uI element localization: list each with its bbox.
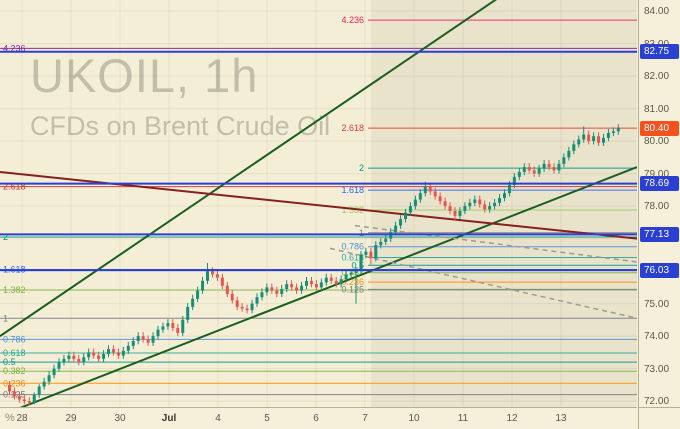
horizontal-price-lines[interactable]	[0, 50, 637, 272]
trend-line	[0, 0, 498, 337]
fib-level-label: 2	[359, 163, 364, 173]
time-tick-label: 30	[114, 413, 126, 424]
price-tick-label: 79.00	[644, 168, 670, 180]
price-tick-label: 78.00	[644, 201, 670, 213]
time-axis[interactable]: % 28 29 30 Jul 4 5 6 7 10 11 12 13	[0, 407, 637, 429]
time-tick-label: 6	[313, 413, 319, 424]
fib-level-label: 1.618	[341, 185, 364, 195]
price-axis[interactable]: 84.0083.0082.0081.0080.0079.0078.0077.00…	[638, 0, 680, 407]
fib-level-label: 0.236	[341, 277, 364, 287]
price-tick-label: 74.00	[644, 331, 670, 343]
fib-level-label: 0.618	[341, 252, 364, 262]
fib-level-label: 1.382	[3, 285, 26, 295]
time-tick-label: 7	[362, 413, 368, 424]
percent-scale-icon[interactable]: %	[5, 412, 15, 424]
price-line-axis-label: 76.03	[640, 262, 679, 278]
fib-level-label: 1	[3, 313, 8, 323]
fib-level-label: 1	[359, 228, 364, 238]
price-tick-label: 84.00	[644, 6, 670, 18]
price-tick-label: 72.00	[644, 396, 670, 408]
fib-level-label: 2	[3, 232, 8, 242]
time-tick-label: 28	[16, 413, 28, 424]
price-tick-label: 81.00	[644, 103, 670, 115]
candlestick-series[interactable]	[8, 124, 620, 406]
price-line-axis-label: 82.75	[640, 44, 679, 60]
trend-line	[19, 166, 637, 407]
time-tick-label: 10	[408, 413, 420, 424]
price-tick-label: 75.00	[644, 298, 670, 310]
fib-level-label: 4.236	[341, 15, 364, 25]
fib-level-label: 0.786	[3, 334, 26, 344]
chart-drawing-surface[interactable]: 4.2362.61821.6181.38210.7860.6180.50.382…	[0, 0, 637, 407]
last-price-axis-label: 80.40	[640, 120, 679, 136]
fib-level-label: 0.236	[3, 378, 26, 388]
trend-line	[354, 224, 637, 263]
time-tick-label: 5	[264, 413, 270, 424]
price-line-axis-label: 78.69	[640, 176, 679, 192]
price-tick-label: 80.00	[644, 136, 670, 148]
price-tick-label: 82.00	[644, 71, 670, 83]
time-tick-label: Jul	[161, 413, 177, 424]
trend-line	[329, 247, 637, 319]
fib-level-label: 0.5	[3, 357, 16, 367]
fib-retracement-fib-mid[interactable]: 4.236 2.618 2 1.618 1.382 1 0.7860.6180.50.382…	[341, 15, 637, 294]
time-tick-label: 13	[555, 413, 567, 424]
time-tick-label: 4	[215, 413, 221, 424]
fib-level-label: 2.618	[3, 182, 26, 192]
price-line-axis-label: 77.13	[640, 226, 679, 242]
axis-corner	[638, 407, 680, 429]
fib-level-label: 0.618	[3, 348, 26, 358]
fib-level-label: 1.382	[341, 205, 364, 215]
fib-level-label: 0.382	[341, 268, 364, 278]
fib-level-label: 2.618	[341, 123, 364, 133]
time-tick-label: 29	[65, 413, 77, 424]
chart-canvas[interactable]: UKOIL, 1h CFDs on Brent Crude Oil 4.236 2…	[0, 0, 637, 407]
price-tick-label: 83.00	[644, 39, 669, 50]
fib-level-label: 0.382	[3, 366, 26, 376]
fib-level-label: 0.5	[351, 260, 364, 270]
fib-level-label: 0.125	[341, 284, 364, 294]
price-tick-label: 73.00	[644, 363, 670, 375]
time-tick-label: 11	[457, 413, 469, 424]
fib-level-label: 0.786	[341, 242, 364, 252]
fib-level-label: 4.236	[3, 43, 26, 53]
trend-lines[interactable]	[0, 0, 637, 407]
time-tick-label: 12	[506, 413, 518, 424]
